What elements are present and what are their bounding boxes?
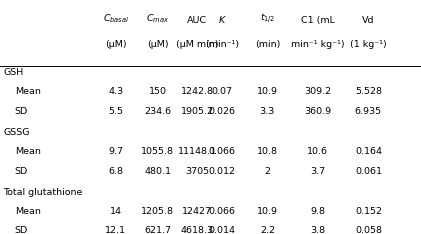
- Text: GSH: GSH: [3, 68, 24, 77]
- Text: 11148.1: 11148.1: [178, 147, 216, 156]
- Text: $K$: $K$: [218, 14, 227, 25]
- Text: Mean: Mean: [15, 207, 40, 216]
- Text: 6.8: 6.8: [108, 167, 123, 176]
- Text: 2.2: 2.2: [260, 227, 275, 234]
- Text: $t_{1/2}$: $t_{1/2}$: [260, 11, 275, 25]
- Text: 9.7: 9.7: [108, 147, 123, 156]
- Text: 14: 14: [110, 207, 122, 216]
- Text: 360.9: 360.9: [304, 107, 331, 116]
- Text: (min): (min): [255, 40, 280, 49]
- Text: Mean: Mean: [15, 88, 40, 96]
- Text: $C_{max}$: $C_{max}$: [146, 12, 170, 25]
- Text: 1205.8: 1205.8: [141, 207, 174, 216]
- Text: AUC: AUC: [187, 16, 207, 25]
- Text: $C_{basal}$: $C_{basal}$: [103, 12, 129, 25]
- Text: 5.528: 5.528: [355, 88, 382, 96]
- Text: 10.9: 10.9: [257, 207, 278, 216]
- Text: 6.935: 6.935: [355, 107, 382, 116]
- Text: 4.3: 4.3: [108, 88, 123, 96]
- Text: 150: 150: [149, 88, 167, 96]
- Text: 621.7: 621.7: [144, 227, 171, 234]
- Text: (μM): (μM): [105, 40, 127, 49]
- Text: 0.164: 0.164: [355, 147, 382, 156]
- Text: Vd: Vd: [362, 16, 375, 25]
- Text: min⁻¹ kg⁻¹): min⁻¹ kg⁻¹): [291, 40, 345, 49]
- Text: 0.066: 0.066: [209, 207, 236, 216]
- Text: 0.07: 0.07: [212, 88, 233, 96]
- Text: 0.066: 0.066: [209, 147, 236, 156]
- Text: (μM min): (μM min): [176, 40, 218, 49]
- Text: 0.012: 0.012: [209, 167, 236, 176]
- Text: 0.058: 0.058: [355, 227, 382, 234]
- Text: 12.1: 12.1: [105, 227, 126, 234]
- Text: 12427: 12427: [182, 207, 212, 216]
- Text: 1905.2: 1905.2: [181, 107, 213, 116]
- Text: 10.8: 10.8: [257, 147, 278, 156]
- Text: 0.026: 0.026: [209, 107, 236, 116]
- Text: 0.061: 0.061: [355, 167, 382, 176]
- Text: C1 (mL: C1 (mL: [301, 16, 335, 25]
- Text: 5.5: 5.5: [108, 107, 123, 116]
- Text: 309.2: 309.2: [304, 88, 331, 96]
- Text: 3.3: 3.3: [260, 107, 275, 116]
- Text: 10.6: 10.6: [307, 147, 328, 156]
- Text: 4618.3: 4618.3: [181, 227, 213, 234]
- Text: Mean: Mean: [15, 147, 40, 156]
- Text: Total glutathione: Total glutathione: [3, 188, 83, 197]
- Text: 3705: 3705: [185, 167, 209, 176]
- Text: SD: SD: [15, 227, 28, 234]
- Text: (μM): (μM): [147, 40, 169, 49]
- Text: 1242.8: 1242.8: [181, 88, 213, 96]
- Text: 0.152: 0.152: [355, 207, 382, 216]
- Text: 9.8: 9.8: [310, 207, 325, 216]
- Text: 1055.8: 1055.8: [141, 147, 174, 156]
- Text: GSSG: GSSG: [3, 128, 30, 137]
- Text: 234.6: 234.6: [144, 107, 171, 116]
- Text: 0.014: 0.014: [209, 227, 236, 234]
- Text: SD: SD: [15, 107, 28, 116]
- Text: (1 kg⁻¹): (1 kg⁻¹): [350, 40, 387, 49]
- Text: 3.8: 3.8: [310, 227, 325, 234]
- Text: SD: SD: [15, 167, 28, 176]
- Text: 2: 2: [264, 167, 270, 176]
- Text: 480.1: 480.1: [144, 167, 171, 176]
- Text: (min⁻¹): (min⁻¹): [205, 40, 240, 49]
- Text: 3.7: 3.7: [310, 167, 325, 176]
- Text: 10.9: 10.9: [257, 88, 278, 96]
